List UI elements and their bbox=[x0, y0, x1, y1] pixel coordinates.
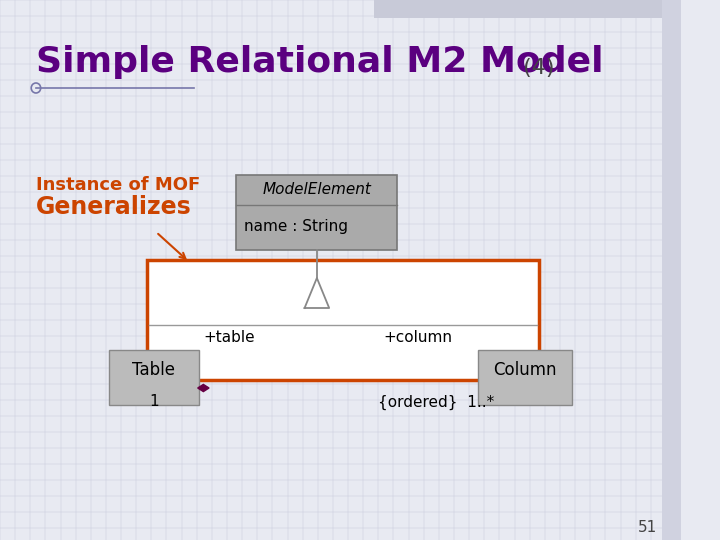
Bar bbox=[477, 350, 572, 405]
Text: ModelElement: ModelElement bbox=[262, 183, 372, 198]
Text: +table: +table bbox=[203, 330, 255, 346]
Text: Table: Table bbox=[132, 361, 175, 379]
Text: Column: Column bbox=[493, 361, 557, 379]
Text: Generalizes: Generalizes bbox=[36, 195, 192, 219]
Text: 51: 51 bbox=[638, 521, 657, 536]
Text: {ordered}  1..*: {ordered} 1..* bbox=[379, 394, 495, 410]
Text: (4): (4) bbox=[516, 58, 554, 78]
Text: Simple Relational M2 Model: Simple Relational M2 Model bbox=[36, 45, 603, 79]
Text: name : String: name : String bbox=[244, 219, 348, 234]
Bar bbox=[374, 0, 681, 18]
Bar bbox=[109, 350, 199, 405]
Text: +column: +column bbox=[383, 330, 452, 346]
Bar bbox=[236, 175, 397, 250]
Text: Instance of MOF: Instance of MOF bbox=[36, 176, 200, 194]
Bar bbox=[662, 0, 681, 540]
Bar bbox=[147, 260, 539, 380]
Text: 1: 1 bbox=[149, 395, 158, 409]
Polygon shape bbox=[198, 384, 209, 391]
